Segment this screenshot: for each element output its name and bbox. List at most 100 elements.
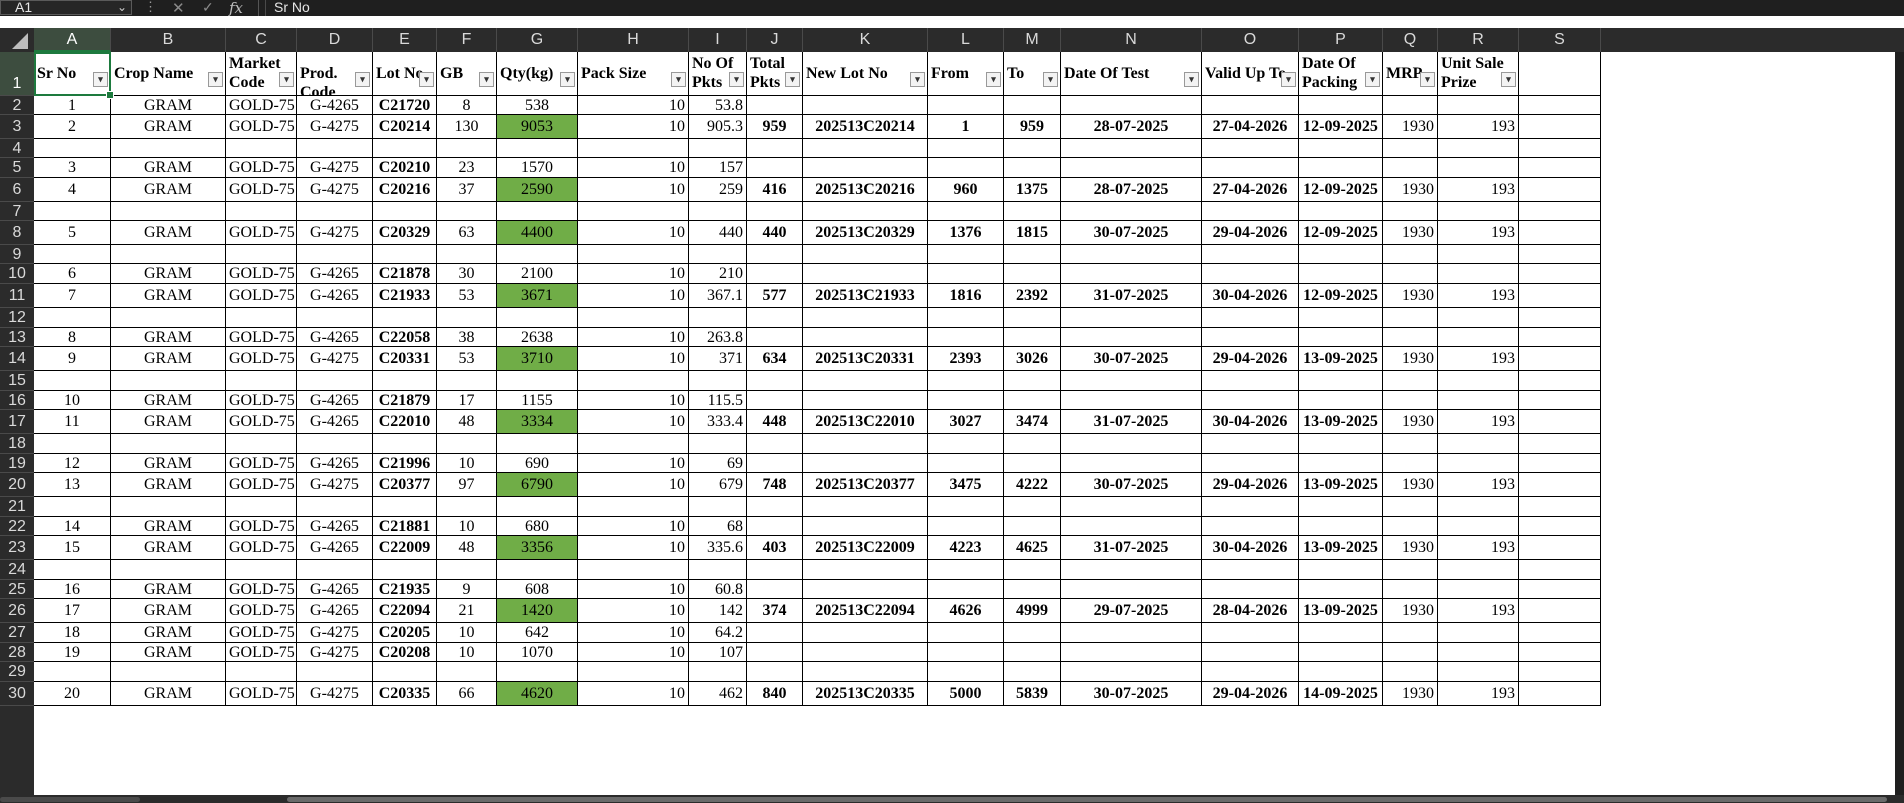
cell-m4[interactable]: [1004, 139, 1061, 158]
filter-dropdown-icon[interactable]: ▾: [729, 72, 744, 87]
cell-l16[interactable]: [928, 391, 1004, 410]
cell-m17[interactable]: 3474: [1004, 410, 1061, 434]
cell-l21[interactable]: [928, 497, 1004, 517]
cell-k7[interactable]: [803, 202, 928, 221]
cell-b24[interactable]: [111, 560, 226, 580]
cell-p15[interactable]: [1299, 371, 1383, 391]
row-header-9[interactable]: 9: [0, 245, 34, 264]
header-cell[interactable]: Date Of Test ▾: [1061, 52, 1202, 96]
cell-e18[interactable]: [373, 434, 437, 454]
cell-p25[interactable]: [1299, 580, 1383, 599]
cell-r25[interactable]: [1438, 580, 1519, 599]
cell-g8[interactable]: 4400: [497, 221, 578, 245]
cell-c5[interactable]: GOLD-75: [226, 158, 297, 178]
cell-d16[interactable]: G-4265: [297, 391, 373, 410]
cell-c12[interactable]: [226, 308, 297, 328]
cell-h25[interactable]: 10: [578, 580, 689, 599]
cell-l24[interactable]: [928, 560, 1004, 580]
cell-a11[interactable]: 7: [34, 284, 111, 308]
cancel-icon[interactable]: ✕: [172, 0, 185, 17]
cell-o19[interactable]: [1202, 454, 1299, 473]
cell-q9[interactable]: [1383, 245, 1438, 264]
cell-d12[interactable]: [297, 308, 373, 328]
cell-c9[interactable]: [226, 245, 297, 264]
cell-f24[interactable]: [437, 560, 497, 580]
cell-g3[interactable]: 9053: [497, 115, 578, 139]
cell-a22[interactable]: 14: [34, 517, 111, 536]
cell-c18[interactable]: [226, 434, 297, 454]
cell-c4[interactable]: [226, 139, 297, 158]
cell-l11[interactable]: 1816: [928, 284, 1004, 308]
cell-g25[interactable]: 608: [497, 580, 578, 599]
cell-n26[interactable]: 29-07-2025: [1061, 599, 1202, 623]
cell-r9[interactable]: [1438, 245, 1519, 264]
cell-k6[interactable]: 202513C20216: [803, 178, 928, 202]
cell-o24[interactable]: [1202, 560, 1299, 580]
cell-s20[interactable]: [1519, 473, 1601, 497]
cell-a19[interactable]: 12: [34, 454, 111, 473]
filter-dropdown-icon[interactable]: ▾: [1420, 72, 1435, 87]
cell-j12[interactable]: [747, 308, 803, 328]
cell-s6[interactable]: [1519, 178, 1601, 202]
cell-n8[interactable]: 30-07-2025: [1061, 221, 1202, 245]
cell-k10[interactable]: [803, 264, 928, 284]
cell-a26[interactable]: 17: [34, 599, 111, 623]
horizontal-scrollbar-thumb[interactable]: [287, 797, 1887, 802]
cell-p19[interactable]: [1299, 454, 1383, 473]
row-header-20[interactable]: 20: [0, 473, 34, 497]
cell-b25[interactable]: GRAM: [111, 580, 226, 599]
cell-s27[interactable]: [1519, 623, 1601, 643]
cell-n21[interactable]: [1061, 497, 1202, 517]
cell-n4[interactable]: [1061, 139, 1202, 158]
filter-dropdown-icon[interactable]: ▾: [93, 72, 108, 87]
column-header-r[interactable]: R: [1438, 28, 1519, 52]
cell-j28[interactable]: [747, 643, 803, 662]
cell-b26[interactable]: GRAM: [111, 599, 226, 623]
cell-m5[interactable]: [1004, 158, 1061, 178]
cell-f20[interactable]: 97: [437, 473, 497, 497]
cell-f2[interactable]: 8: [437, 96, 497, 115]
cell-d21[interactable]: [297, 497, 373, 517]
cell-i30[interactable]: 462: [689, 682, 747, 706]
cell-a25[interactable]: 16: [34, 580, 111, 599]
cell-h3[interactable]: 10: [578, 115, 689, 139]
cell-k16[interactable]: [803, 391, 928, 410]
cell-b5[interactable]: GRAM: [111, 158, 226, 178]
cell-f13[interactable]: 38: [437, 328, 497, 347]
cell-d24[interactable]: [297, 560, 373, 580]
cell-m21[interactable]: [1004, 497, 1061, 517]
cell-j27[interactable]: [747, 623, 803, 643]
cell-h13[interactable]: 10: [578, 328, 689, 347]
cell-g18[interactable]: [497, 434, 578, 454]
cell-h7[interactable]: [578, 202, 689, 221]
row-header-5[interactable]: 5: [0, 158, 34, 178]
cell-b17[interactable]: GRAM: [111, 410, 226, 434]
cell-h22[interactable]: 10: [578, 517, 689, 536]
cell-s15[interactable]: [1519, 371, 1601, 391]
cell-c26[interactable]: GOLD-75: [226, 599, 297, 623]
cell-k4[interactable]: [803, 139, 928, 158]
cell-b9[interactable]: [111, 245, 226, 264]
cell-k8[interactable]: 202513C20329: [803, 221, 928, 245]
cell-a8[interactable]: 5: [34, 221, 111, 245]
cell-p16[interactable]: [1299, 391, 1383, 410]
cell-n29[interactable]: [1061, 662, 1202, 682]
cell-d13[interactable]: G-4265: [297, 328, 373, 347]
cell-e23[interactable]: C22009: [373, 536, 437, 560]
cell-l4[interactable]: [928, 139, 1004, 158]
cell-d7[interactable]: [297, 202, 373, 221]
cell-e15[interactable]: [373, 371, 437, 391]
cell-p27[interactable]: [1299, 623, 1383, 643]
filter-dropdown-icon[interactable]: ▾: [1281, 72, 1296, 87]
cell-e9[interactable]: [373, 245, 437, 264]
cell-g2[interactable]: 538: [497, 96, 578, 115]
cell-p30[interactable]: 14-09-2025: [1299, 682, 1383, 706]
cell-p28[interactable]: [1299, 643, 1383, 662]
cell-l30[interactable]: 5000: [928, 682, 1004, 706]
cell-c15[interactable]: [226, 371, 297, 391]
cell-a24[interactable]: [34, 560, 111, 580]
cell-o17[interactable]: 30-04-2026: [1202, 410, 1299, 434]
cell-n16[interactable]: [1061, 391, 1202, 410]
cell-p4[interactable]: [1299, 139, 1383, 158]
cell-s30[interactable]: [1519, 682, 1601, 706]
